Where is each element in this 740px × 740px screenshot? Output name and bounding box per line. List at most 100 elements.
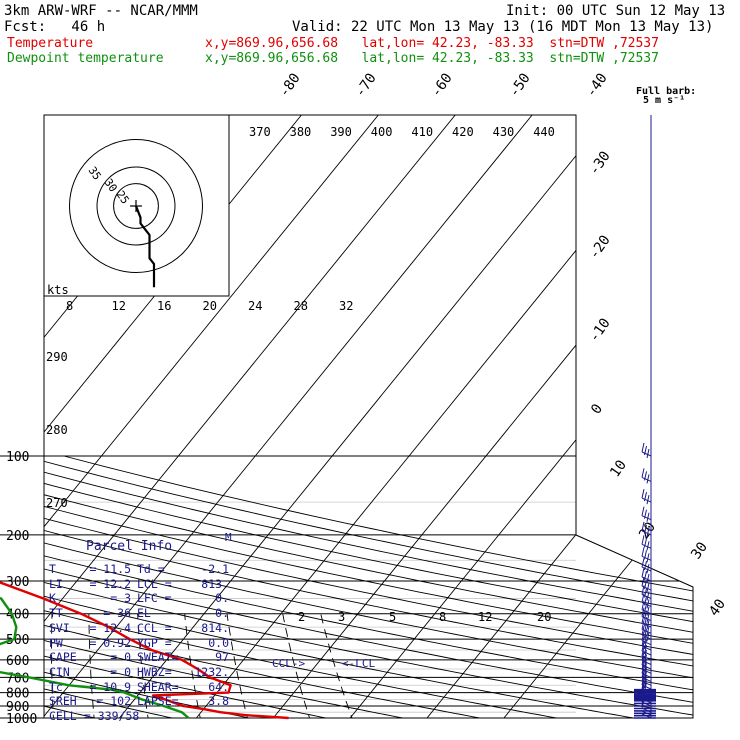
parcel-value: = 0: [110, 650, 131, 665]
dry-adiabat-line: [44, 455, 432, 718]
parcel-value: = 12.2: [89, 576, 131, 591]
parcel-key: EL: [137, 606, 151, 621]
parcel-value: = 102: [96, 694, 131, 709]
wind-barb: [641, 607, 652, 623]
isobar-lines: [0, 455, 693, 719]
parcel-info-row: CELL = 339/58: [49, 709, 265, 724]
parcel-key: LCL =: [137, 576, 172, 591]
dry-adiabat-line: [44, 455, 276, 718]
wind-barb: [641, 675, 652, 690]
wind-barb: [641, 600, 652, 616]
isotherm-label: -10: [586, 315, 614, 345]
parcel-value: 3.8: [208, 694, 229, 709]
parcel-key: CAPE: [49, 650, 77, 665]
pressure-label: 200: [6, 529, 29, 544]
hodograph-speed-label: 28: [294, 299, 308, 313]
parcel-info-title: Parcel Info: [86, 539, 173, 554]
dewpoint-location: x,y=869.96,656.68 lat,lon= 42.23, -83.33…: [205, 51, 659, 66]
parcel-key: SREH: [49, 694, 77, 709]
parcel-value: -2.1: [201, 562, 229, 576]
parcel-value: 1232.: [194, 664, 229, 679]
parcel-info-row: T = 11.5 Td = -2.1: [49, 562, 265, 577]
hodograph-ring: [96, 166, 176, 246]
hodograph-speed-label: 24: [248, 299, 262, 313]
temperature-line: [0, 581, 289, 720]
parcel-value: 97: [215, 650, 229, 665]
mixing-ratio-line: [88, 613, 96, 718]
parcel-value: = 0: [110, 664, 131, 679]
parcel-info-row: CAPE = 0 SWEAT= 97: [49, 650, 265, 665]
parcel-key: CELL: [49, 709, 77, 724]
wind-barb: [641, 535, 652, 551]
hodograph-speed-label: 20: [203, 299, 217, 313]
parcel-key: LAPSE=: [137, 694, 179, 709]
parcel-info-row: SREH = 102 LAPSE= 3.8: [49, 694, 265, 709]
mixing-ratio-label: 2: [298, 610, 305, 624]
mixing-ratio-label: 3: [338, 610, 345, 624]
wind-barb: [641, 613, 652, 630]
dry-adiabat-line: [44, 455, 588, 718]
isotherm-label: -70: [352, 70, 380, 100]
wind-barb: [641, 576, 652, 593]
parcel-key: TT: [49, 606, 63, 621]
pressure-label: 400: [6, 608, 29, 623]
wind-barb-column: Full barb:5 m s⁻¹: [634, 86, 696, 719]
mixing-ratio-line: [51, 613, 55, 718]
parcel-key: CCL =: [137, 620, 172, 635]
theta-label: 290: [46, 350, 68, 364]
pressure-label: 600: [6, 654, 29, 669]
hodograph-trace: [134, 205, 156, 288]
wind-barb: [641, 585, 652, 601]
dry-adiabat-line: [44, 455, 693, 718]
parcel-value: 0.: [215, 591, 229, 606]
parcel-info-row: PW = 0.92 YGP = 0.0: [49, 636, 265, 651]
theta-label: 440: [533, 125, 555, 139]
theta-label: 280: [46, 423, 68, 437]
isotherm-label: -50: [506, 70, 534, 100]
parcel-info-row: Tc = 10.9 SHEAR= 64.: [49, 680, 265, 695]
parcel-value: = 10.9: [89, 679, 131, 694]
mixing-ratio-line: [137, 613, 150, 718]
isotherm-label: -20: [586, 232, 614, 262]
init-time: Init: 00 UTC Sun 12 May 13: [506, 3, 726, 19]
parcel-marker: M: [225, 531, 232, 544]
hodograph-speed-label: 8: [66, 299, 73, 313]
wind-barb: [641, 620, 652, 636]
parcel-key: PW: [49, 635, 63, 650]
theta-label: 380: [290, 125, 312, 139]
dry-adiabat-line: [44, 455, 693, 718]
lcl-ccl-annotations: CCL-> <-LCL M: [225, 531, 375, 670]
theta-label: 400: [371, 125, 393, 139]
wind-barb: [641, 567, 652, 584]
dry-adiabat-line: [44, 455, 198, 718]
isotherm-label: 30: [688, 539, 711, 562]
forecast-hour: Fcst: 46 h: [4, 19, 106, 35]
theta-label: 420: [452, 125, 474, 139]
parcel-key: HWBZ=: [137, 664, 172, 679]
pressure-label: 500: [6, 633, 29, 648]
hodograph-ring-label: 25: [114, 188, 132, 206]
parcel-key: [167, 709, 229, 724]
theta-label: 410: [411, 125, 433, 139]
isotherm-line: [119, 115, 610, 718]
wind-barb: [641, 625, 652, 642]
parcel-key: T: [49, 562, 56, 576]
barb-legend-units: 5 m s⁻¹: [643, 95, 685, 106]
hodograph-speed-label: 12: [112, 299, 126, 313]
hodograph-speed-label: 16: [157, 299, 171, 313]
wind-barb: [641, 593, 652, 609]
isotherm-label: -80: [276, 70, 304, 100]
dry-adiabat-line: [44, 455, 693, 718]
wind-barb: [641, 506, 652, 522]
isotherm-line: [44, 115, 533, 718]
wind-barb: [641, 468, 652, 484]
dry-adiabat-line: [44, 455, 693, 718]
mixing-ratio-line: [184, 613, 202, 718]
isotherm-label: -40: [583, 70, 611, 100]
parcel-key: K: [49, 591, 56, 606]
theta-label: 370: [249, 125, 271, 139]
hodograph-ring-label: 30: [102, 176, 120, 194]
hodograph-units: kts: [47, 283, 69, 297]
dry-adiabat-line: [44, 455, 354, 718]
